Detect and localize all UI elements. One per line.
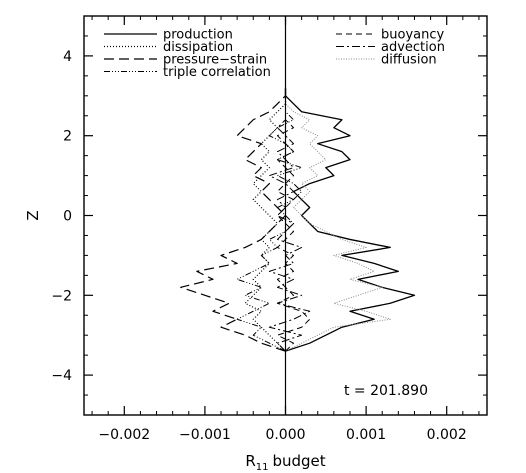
time-annotation: t = 201.890 [344, 383, 428, 399]
x-axis-title-prefix: R [245, 452, 255, 470]
legend-label-advection: advection [381, 40, 445, 55]
x-axis-title-main: budget [272, 452, 325, 470]
legend-label-buoyancy: buoyancy [381, 28, 444, 43]
y-axis-title: Z [24, 210, 42, 220]
y-tick-label: 4 [63, 49, 72, 65]
y-tick-label: 0 [63, 209, 72, 225]
series-diffusion [285, 87, 391, 352]
y-tick-label: 2 [63, 129, 72, 145]
series-dissipation [244, 87, 287, 352]
legend-label-dissipation: dissipation [163, 40, 233, 55]
series-layer [180, 87, 416, 352]
legend-label-pressure-strain: pressure−strain [163, 53, 267, 68]
legend-label-triple-correlation: triple correlation [163, 65, 271, 80]
legend-label-production: production [163, 28, 233, 43]
x-tick-label: −0.002 [98, 427, 150, 443]
x-tick-label: 0.001 [346, 427, 386, 443]
x-tick-label: 0.002 [427, 427, 467, 443]
legend: productiondissipationpressure−straintrip… [104, 28, 445, 80]
tick-layer: −0.002 −0.001 0.000 0.001 0.002 −4 −2 0 2 4 [51, 15, 487, 443]
y-tick-label: −2 [51, 288, 72, 304]
x-axis-title: R11 budget [245, 452, 325, 473]
x-tick-label: −0.001 [179, 427, 231, 443]
x-tick-label: 0.000 [265, 427, 305, 443]
series-triple-correlation [236, 87, 303, 352]
y-tick-label: −4 [51, 368, 72, 384]
x-axis-title-subscript: 11 [256, 462, 269, 473]
legend-label-diffusion: diffusion [381, 53, 437, 68]
